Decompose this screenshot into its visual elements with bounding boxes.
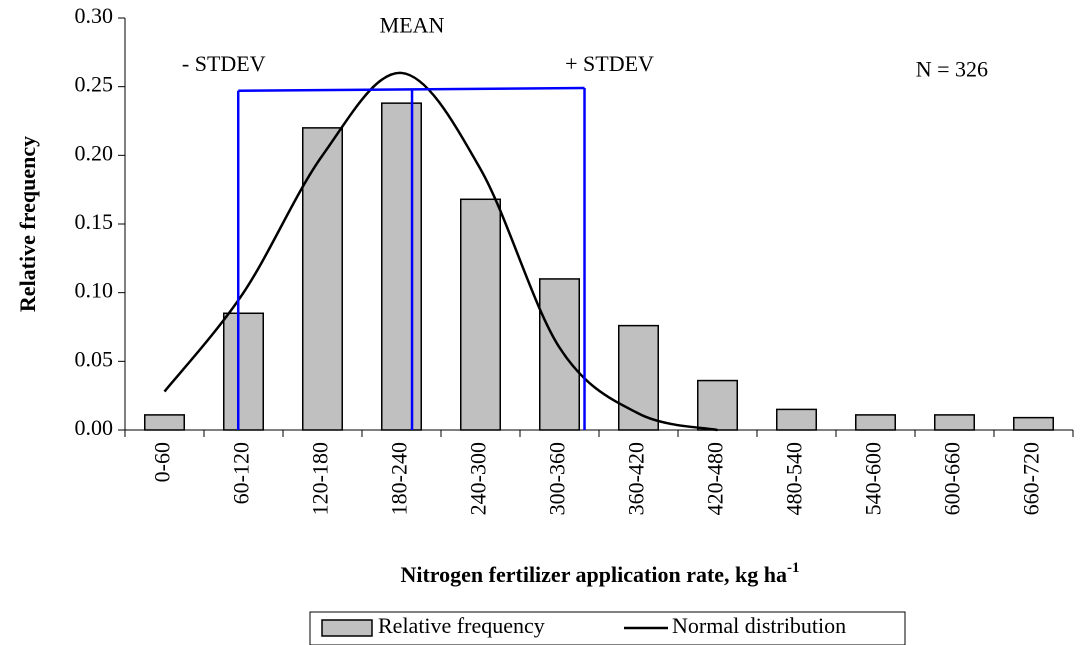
x-tick-label: 360-420 [624,442,649,515]
y-tick-label: 0.20 [75,140,114,165]
annotation: + STDEV [565,51,654,76]
x-tick-label: 120-180 [308,442,333,515]
legend [309,611,906,645]
x-tick-label: 540-600 [861,442,886,515]
y-tick-label: 0.30 [75,3,114,28]
bar [381,102,422,431]
annotation: MEAN [380,13,445,38]
y-tick-label: 0.05 [75,346,114,371]
x-axis-label: Nitrogen fertilizer application rate, kg… [400,560,799,587]
normal-curve [163,71,718,432]
bar [144,414,185,431]
y-tick-label: 0.25 [75,72,114,97]
legend-swatch [321,619,373,637]
bar [855,414,896,431]
bar [934,414,975,431]
x-tick-label: 660-720 [1019,442,1044,515]
bar [697,379,738,431]
x-tick-label: 180-240 [387,442,412,515]
x-tick-label: 60-120 [229,442,254,504]
y-axis-label: Relative frequency [15,136,40,312]
bar [776,408,817,431]
legend-label: Normal distribution [672,613,846,638]
y-tick-label: 0.15 [75,209,114,234]
bar [1013,416,1054,431]
y-tick-label: 0.00 [75,415,114,440]
bar [302,127,343,431]
annotation: N = 326 [916,57,988,82]
legend-label: Relative frequency [378,613,545,638]
x-tick-label: 420-480 [703,442,728,515]
bar [223,312,264,431]
x-tick-label: 0-60 [150,442,175,482]
x-axis-label-main: Nitrogen fertilizer application rate, kg… [400,562,787,587]
bar [460,198,501,431]
x-tick-label: 300-360 [545,442,570,515]
bar [539,278,580,431]
x-tick-label: 480-540 [782,442,807,515]
x-tick-label: 600-660 [940,442,965,515]
x-tick-label: 240-300 [466,442,491,515]
annotation: - STDEV [182,51,266,76]
y-tick-label: 0.10 [75,278,114,303]
x-axis-label-superscript: -1 [787,560,800,576]
